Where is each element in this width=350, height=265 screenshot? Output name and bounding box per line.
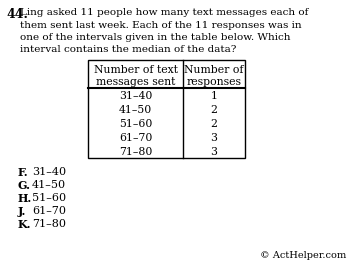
Text: 2: 2 xyxy=(210,119,217,129)
Text: F.: F. xyxy=(18,167,29,178)
Text: 41–50: 41–50 xyxy=(119,105,152,115)
Text: 61–70: 61–70 xyxy=(32,206,66,216)
Text: 44.: 44. xyxy=(6,8,28,21)
Text: 3: 3 xyxy=(210,147,217,157)
Text: 71–80: 71–80 xyxy=(32,219,66,229)
Text: Number of text
messages sent: Number of text messages sent xyxy=(93,65,177,87)
Text: 31–40: 31–40 xyxy=(119,91,152,101)
Text: 31–40: 31–40 xyxy=(32,167,66,177)
Text: Number of
responses: Number of responses xyxy=(184,65,244,87)
Text: 71–80: 71–80 xyxy=(119,147,152,157)
Text: 1: 1 xyxy=(210,91,217,101)
Text: J.: J. xyxy=(18,206,26,217)
Text: them sent last week. Each of the 11 responses was in: them sent last week. Each of the 11 resp… xyxy=(20,20,302,29)
Text: H.: H. xyxy=(18,193,32,204)
Text: K.: K. xyxy=(18,219,32,230)
Text: 51–60: 51–60 xyxy=(32,193,66,203)
Bar xyxy=(88,60,245,158)
Text: 41–50: 41–50 xyxy=(32,180,66,190)
Text: 51–60: 51–60 xyxy=(119,119,152,129)
Text: one of the intervals given in the table below. Which: one of the intervals given in the table … xyxy=(20,33,290,42)
Text: Ling asked 11 people how many text messages each of: Ling asked 11 people how many text messa… xyxy=(20,8,308,17)
Text: 2: 2 xyxy=(210,105,217,115)
Text: 3: 3 xyxy=(210,133,217,143)
Text: interval contains the median of the data?: interval contains the median of the data… xyxy=(20,46,236,55)
Text: © ActHelper.com: © ActHelper.com xyxy=(260,251,346,260)
Text: G.: G. xyxy=(18,180,31,191)
Text: 61–70: 61–70 xyxy=(119,133,152,143)
